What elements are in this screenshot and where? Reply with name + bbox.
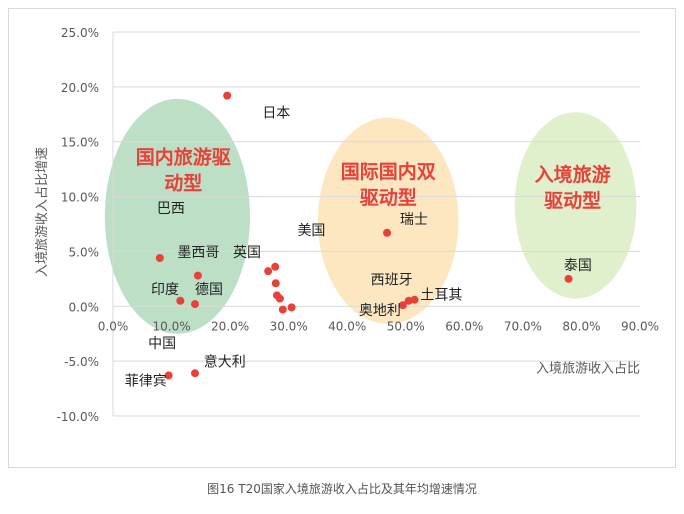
data-point	[176, 296, 185, 305]
data-point	[155, 254, 164, 263]
x-tick-label: 70.0%	[504, 319, 542, 333]
data-point	[193, 271, 202, 280]
y-tick-label: 20.0%	[61, 81, 99, 95]
cluster-ellipse-2	[514, 112, 637, 299]
cluster-title-0: 动型	[164, 172, 202, 195]
cluster-title-0: 国内旅游驱	[136, 146, 231, 169]
x-tick-label: 80.0%	[562, 319, 600, 333]
data-point	[190, 300, 199, 309]
y-axis-title: 入境旅游收入占比增速	[35, 147, 50, 277]
y-tick-label: 25.0%	[61, 26, 99, 40]
data-point	[271, 262, 280, 271]
x-tick-label: 30.0%	[270, 319, 308, 333]
point-label: 中国	[148, 336, 176, 352]
data-point	[278, 305, 287, 314]
point-label: 巴西	[157, 201, 185, 217]
cluster-ellipse-1	[317, 117, 459, 324]
x-axis-title: 入境旅游收入占比	[536, 361, 640, 376]
y-tick-label: 0.0%	[69, 300, 100, 314]
data-point	[264, 267, 273, 276]
point-label: 印度	[151, 282, 179, 298]
point-label: 日本	[262, 106, 290, 122]
point-label: 意大利	[204, 354, 246, 371]
point-label: 英国	[233, 244, 261, 261]
y-tick-label: 15.0%	[61, 136, 99, 150]
x-tick-label: 0.0%	[98, 319, 129, 333]
y-tick-label: -10.0%	[57, 410, 99, 424]
chart-frame	[8, 8, 676, 468]
x-tick-label: 60.0%	[445, 319, 483, 333]
point-label: 菲律宾	[125, 373, 167, 389]
data-point	[398, 301, 407, 310]
point-label: 美国	[297, 223, 325, 239]
point-label: 墨西哥	[177, 245, 219, 261]
point-label: 西班牙	[371, 272, 413, 288]
x-tick-label: 40.0%	[328, 319, 366, 333]
data-point	[287, 303, 296, 312]
cluster-title-1: 国际国内双	[341, 160, 436, 183]
point-label: 德国	[195, 282, 223, 298]
y-tick-label: 5.0%	[69, 245, 100, 259]
x-tick-label: 50.0%	[387, 319, 425, 333]
data-point	[164, 371, 173, 380]
point-label: 土耳其	[420, 288, 462, 304]
point-label: 瑞士	[400, 212, 428, 228]
cluster-title-1: 驱动型	[360, 186, 417, 209]
cluster-title-2: 驱动型	[544, 189, 601, 212]
data-point	[190, 369, 199, 378]
data-point	[271, 279, 280, 288]
data-point	[410, 295, 419, 304]
data-point	[223, 91, 232, 100]
x-tick-label: 10.0%	[152, 319, 190, 333]
data-point	[275, 294, 284, 303]
data-point	[564, 274, 573, 283]
y-tick-label: 10.0%	[61, 191, 99, 205]
data-point	[383, 228, 392, 237]
figure-caption: 图16 T20国家入境旅游收入占比及其年均增速情况	[207, 482, 477, 496]
x-tick-label: 90.0%	[621, 319, 659, 333]
y-tick-label: -5.0%	[64, 355, 99, 369]
x-tick-label: 20.0%	[211, 319, 249, 333]
cluster-ellipse-0	[104, 98, 251, 334]
point-label: 泰国	[564, 258, 592, 274]
point-label: 奥地利	[359, 302, 401, 319]
cluster-title-2: 入境旅游	[535, 163, 611, 186]
